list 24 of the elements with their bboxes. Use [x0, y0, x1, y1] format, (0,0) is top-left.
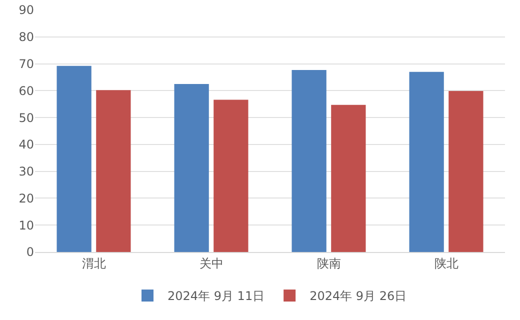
- y-tick-label: 80: [18, 30, 34, 44]
- bar: [292, 70, 326, 252]
- y-tick-label: 90: [18, 3, 34, 18]
- x-tick-label: 陕北: [434, 256, 458, 270]
- bar: [448, 90, 484, 252]
- y-tick-label: 60: [18, 84, 34, 98]
- x-tick-label: 陕南: [316, 256, 341, 270]
- y-tick-label: 30: [18, 164, 34, 179]
- bar: [331, 104, 366, 252]
- y-tick-label: 0: [26, 245, 34, 260]
- y-tick-label: 70: [18, 56, 34, 71]
- bar: [409, 72, 444, 252]
- bar: [96, 90, 131, 252]
- bar: [214, 100, 248, 252]
- legend-label: 2024年 9月 11日: [168, 289, 265, 304]
- y-tick-label: 20: [18, 191, 34, 206]
- y-tick-label: 40: [18, 138, 34, 152]
- legend-label: 2024年 9月 26日: [310, 289, 407, 304]
- y-tick-label: 10: [18, 218, 34, 232]
- x-tick-label: 关中: [199, 256, 224, 270]
- bar: [174, 84, 209, 252]
- x-tick-label: 渭北: [82, 256, 106, 270]
- y-tick-label: 50: [18, 110, 34, 125]
- bar: [56, 66, 92, 252]
